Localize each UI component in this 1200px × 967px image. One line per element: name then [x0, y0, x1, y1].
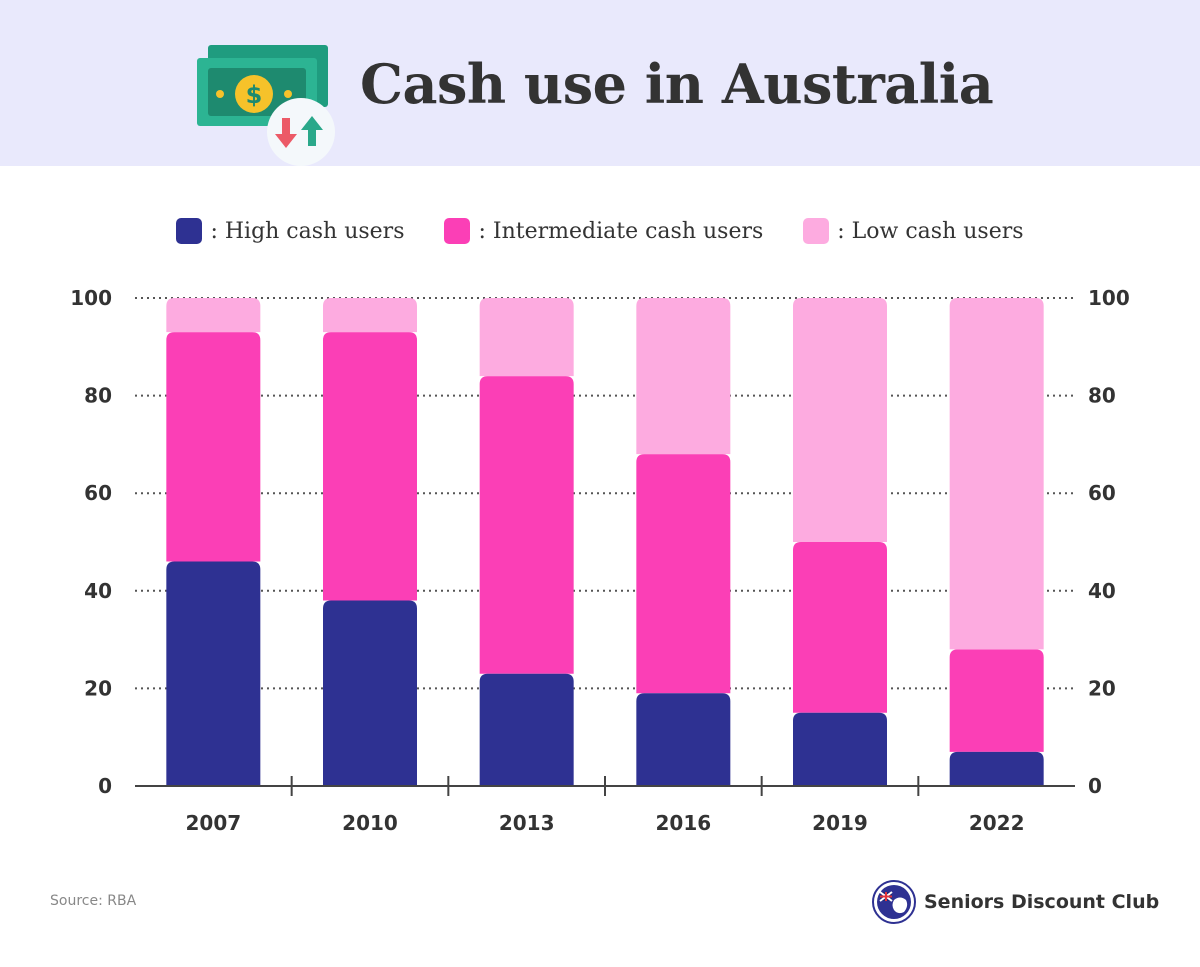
chart-legend: : High cash users : Intermediate cash us…	[0, 218, 1200, 244]
brand-logo-block: Seniors Discount Club	[872, 880, 1159, 924]
bar-segment-high-cash-users	[793, 712, 887, 786]
y-tick-label-left: 20	[84, 676, 112, 700]
legend-label-low: : Low cash users	[837, 218, 1024, 244]
bar-segment-intermediate-cash-users	[479, 376, 574, 674]
legend-item-low: : Low cash users	[803, 218, 1024, 244]
x-tick-label: 2022	[969, 811, 1025, 835]
bar-segment-intermediate-cash-users	[166, 332, 261, 562]
legend-item-intermediate: : Intermediate cash users	[444, 218, 763, 244]
source-note: Source: RBA	[50, 893, 137, 909]
bar-segment-low-cash-users	[636, 298, 731, 455]
bar-segment-low-cash-users	[323, 298, 417, 333]
bar-segment-low-cash-users	[479, 298, 574, 377]
y-tick-label-right: 60	[1088, 481, 1116, 505]
bar-segment-low-cash-users	[166, 298, 261, 333]
x-tick-label: 2016	[655, 811, 711, 835]
y-tick-label-right: 40	[1088, 579, 1116, 603]
y-tick-label-right: 0	[1088, 774, 1102, 798]
bar-segment-high-cash-users	[636, 693, 731, 786]
brand-name: Seniors Discount Club	[924, 891, 1160, 913]
legend-swatch-intermediate	[444, 218, 471, 244]
y-tick-label-left: 100	[70, 286, 112, 310]
y-tick-label-left: 60	[84, 481, 112, 505]
page-title: Cash use in Australia	[360, 52, 994, 116]
bar-segment-high-cash-users	[479, 673, 574, 786]
legend-item-high: : High cash users	[176, 218, 404, 244]
bar-segment-intermediate-cash-users	[949, 649, 1044, 752]
bar-segment-intermediate-cash-users	[323, 332, 417, 601]
y-tick-label-right: 80	[1088, 384, 1116, 408]
y-tick-label-left: 80	[84, 384, 112, 408]
y-tick-label-right: 100	[1088, 286, 1130, 310]
y-tick-label-left: 0	[98, 774, 112, 798]
bar-segment-high-cash-users	[166, 561, 261, 786]
x-tick-label: 2019	[812, 811, 868, 835]
bar-segment-high-cash-users	[949, 751, 1044, 786]
x-tick-label: 2010	[342, 811, 398, 835]
svg-text:$: $	[246, 81, 263, 109]
x-tick-label: 2013	[499, 811, 555, 835]
y-tick-label-left: 40	[84, 579, 112, 603]
bar-segment-intermediate-cash-users	[793, 542, 887, 713]
bar-segment-high-cash-users	[323, 600, 417, 786]
australia-flag-badge-icon	[872, 880, 916, 924]
header-banner: $ Cash use in Australia	[0, 0, 1200, 166]
bar-segment-intermediate-cash-users	[636, 454, 731, 694]
x-tick-label: 2007	[185, 811, 241, 835]
stacked-bar-chart: 0 0 20 20 40 40 60 60 80 80 100 100 2007 2010 2013 2016…	[70, 286, 1130, 835]
money-exchange-icon: $	[197, 45, 335, 166]
legend-label-intermediate: : Intermediate cash users	[478, 218, 764, 244]
legend-label-high: : High cash users	[210, 218, 405, 244]
legend-swatch-high	[176, 218, 203, 244]
legend-swatch-low	[803, 218, 830, 244]
y-tick-label-right: 20	[1088, 676, 1116, 700]
bar-segment-low-cash-users	[793, 298, 887, 542]
bar-segment-low-cash-users	[949, 298, 1044, 650]
